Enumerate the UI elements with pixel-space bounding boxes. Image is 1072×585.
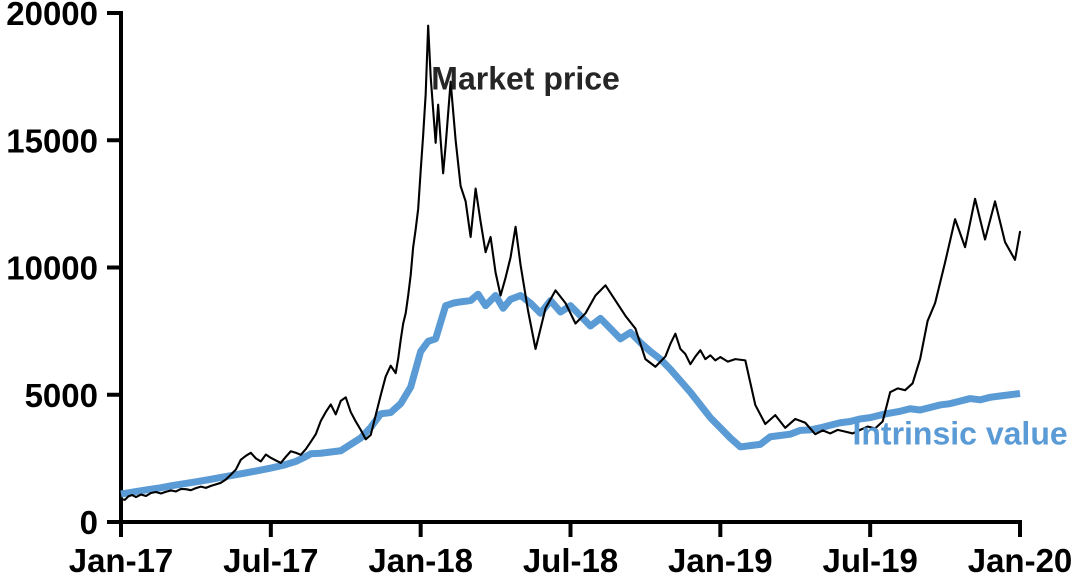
y-tick-label: 0 — [80, 504, 98, 541]
x-tick-label: Jul-18 — [523, 542, 618, 579]
intrinsic-value-line — [120, 290, 1021, 498]
x-axis-ticks: Jan-17 Jul-17 Jan-18 Jul-18 Jan-19 Jul-19 Jan-… — [69, 522, 1072, 579]
market-price-line — [119, 24, 1022, 501]
x-tick-label: Jan-20 — [968, 542, 1072, 579]
y-tick-label: 15000 — [6, 122, 98, 159]
x-tick-label: Jul-19 — [822, 542, 917, 579]
series-annotations: Market price Intrinsic value — [431, 60, 1067, 451]
x-tick-label: Jan-18 — [368, 542, 473, 579]
market-price-label: Market price — [431, 60, 620, 96]
y-axis-ticks: 0 5000 10000 15000 20000 — [6, 0, 121, 541]
y-tick-label: 5000 — [25, 377, 98, 414]
x-tick-label: Jan-17 — [69, 542, 174, 579]
y-tick-label: 20000 — [6, 0, 98, 32]
x-tick-label: Jul-17 — [223, 542, 318, 579]
intrinsic-value-label: Intrinsic value — [852, 415, 1067, 451]
x-tick-label: Jan-19 — [668, 542, 773, 579]
y-tick-label: 10000 — [6, 250, 98, 287]
